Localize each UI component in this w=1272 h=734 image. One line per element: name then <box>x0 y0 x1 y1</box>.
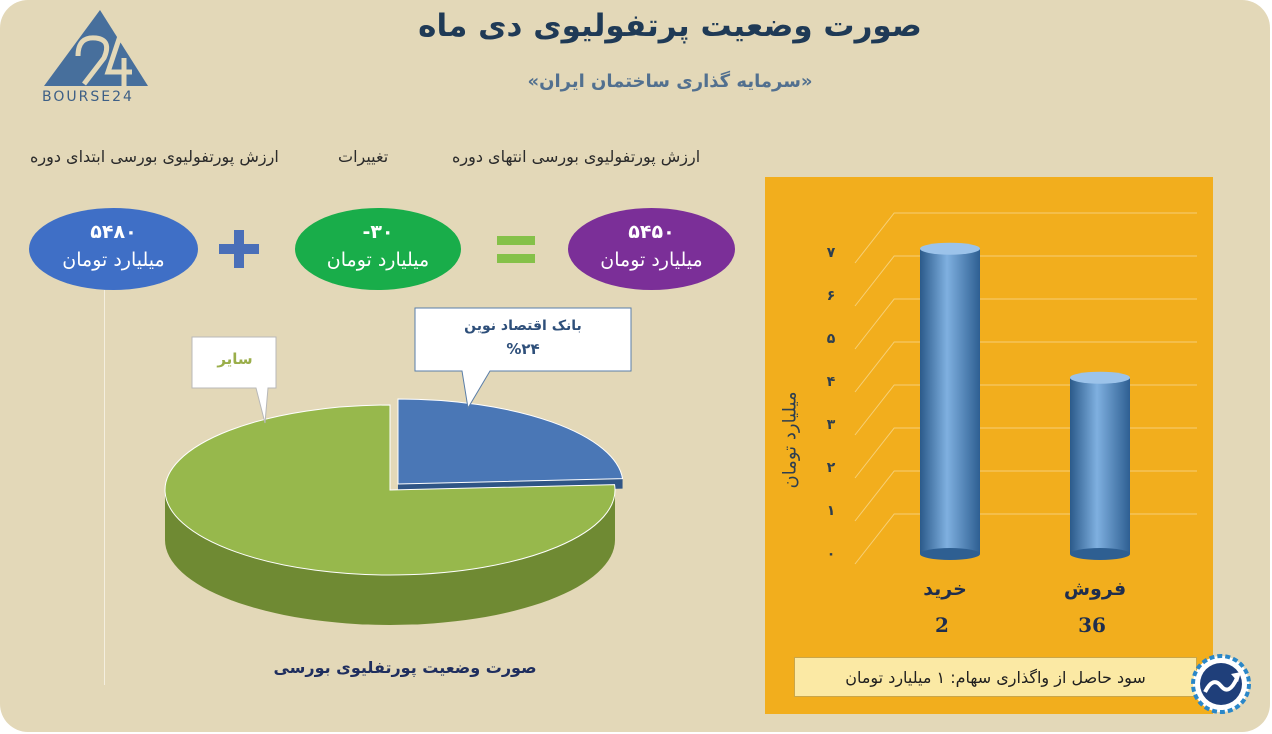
end-value-label: ارزش پورتفولیوی بورسی انتهای دوره <box>452 147 701 166</box>
pie-slice-bank <box>397 398 624 485</box>
pie-chart-title: صورت وضعیت پورتفلیوی بورسی <box>273 658 537 677</box>
logo-text: BOURSE24 <box>42 89 134 105</box>
x-category-value: 36 <box>1078 613 1106 637</box>
end-value-oval: ۵۴۵۰ میلیارد تومان <box>568 208 735 290</box>
gridline <box>854 255 1197 307</box>
start-value: ۵۴۸۰ <box>90 221 137 243</box>
y-tick-label: ۳ <box>827 417 836 433</box>
bar-base <box>1070 548 1130 560</box>
equals-symbol <box>497 236 535 263</box>
y-tick-label: ۲ <box>827 460 836 476</box>
start-value-oval: ۵۴۸۰ میلیارد تومان <box>29 208 198 290</box>
bar-base <box>920 548 980 560</box>
bar-top <box>920 242 980 255</box>
change-value: -۳۰ <box>362 221 394 243</box>
x-category-label: خرید <box>923 578 967 600</box>
footer-note-box: سود حاصل از واگذاری سهام: ۱ میلیارد توما… <box>794 657 1197 697</box>
y-tick-label: ۵ <box>827 331 836 347</box>
x-category-label: فروش <box>1064 578 1126 600</box>
separator-line <box>104 290 105 685</box>
x-category-value: 2 <box>935 613 949 637</box>
y-tick-label: ۷ <box>827 245 836 261</box>
pie-slice-other <box>164 404 616 576</box>
callout-bank-value: %۲۴ <box>506 340 540 358</box>
bar-chart-panel <box>765 177 1213 714</box>
gridline <box>854 341 1197 393</box>
bar-1 <box>920 248 980 554</box>
footer-note: سود حاصل از واگذاری سهام: ۱ میلیارد توما… <box>845 667 1146 687</box>
plus-symbol <box>219 230 259 268</box>
y-tick-label: ۰ <box>827 546 836 562</box>
change-value-oval: -۳۰ میلیارد تومان <box>295 208 461 290</box>
callout-other-label: سایر <box>217 350 253 368</box>
trend-badge-icon <box>1191 654 1251 714</box>
end-value-unit: میلیارد تومان <box>600 249 703 271</box>
start-value-label: ارزش پورتفولیوی بورسی ابتدای دوره <box>30 147 279 166</box>
bar-top <box>1070 371 1130 384</box>
bar-chart: ۰ ۱ ۲ ۳ ۴ ۵ ۶ ۷ خرید 2 فروش 36 <box>827 212 1197 637</box>
page-subtitle: «سرمایه گذاری ساختمان ایران» <box>527 71 813 92</box>
change-label: تغییرات <box>338 147 389 166</box>
y-tick-label: ۶ <box>827 288 836 304</box>
gridline <box>854 298 1197 350</box>
gridline <box>854 212 1197 264</box>
y-tick-label: ۱ <box>827 503 836 519</box>
y-tick-label: ۴ <box>827 374 836 390</box>
end-value: ۵۴۵۰ <box>628 221 675 243</box>
pie-chart <box>164 398 624 625</box>
bourse24-logo <box>44 10 148 88</box>
gridline <box>854 513 1197 565</box>
bar-chart-ylabel: میلیارد تومان <box>779 391 801 489</box>
start-value-unit: میلیارد تومان <box>62 249 165 271</box>
bar-2 <box>1070 377 1130 554</box>
page-title: صورت وضعیت پرتفولیوی دی ماه <box>418 8 922 44</box>
pie-callouts <box>191 307 632 424</box>
change-value-unit: میلیارد تومان <box>326 249 430 271</box>
callout-bank-label: بانک اقتصاد نوین <box>464 318 582 334</box>
